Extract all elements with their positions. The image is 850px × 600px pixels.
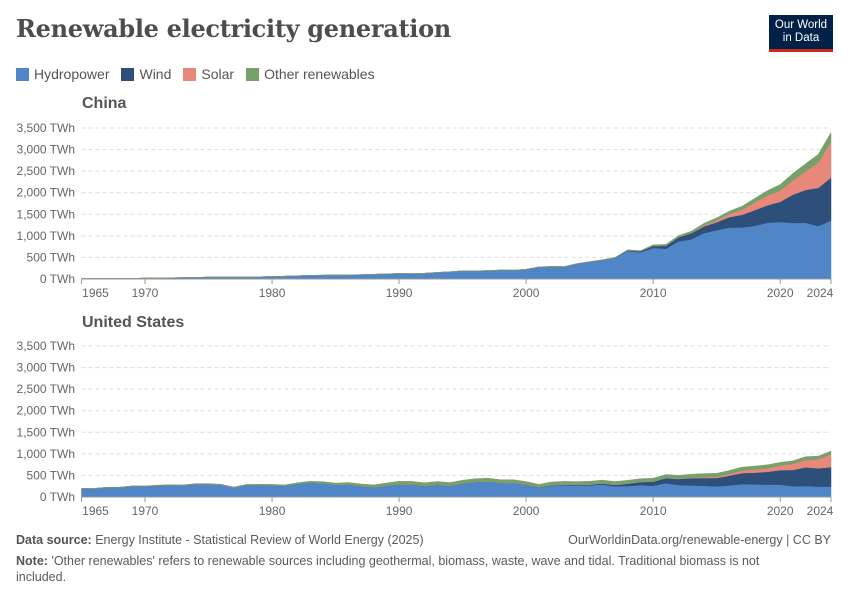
area-other-renewables[interactable] [81,131,832,279]
x-tick-label: 1965 [82,286,109,300]
panel-title-china: China [82,95,127,112]
owid-logo[interactable]: Our World in Data [769,15,833,52]
legend-swatch [246,67,260,81]
area-other-renewables[interactable] [81,450,832,489]
y-tick-label: 500 TWh [27,250,75,264]
source-text: Energy Institute - Statistical Review of… [95,533,424,547]
x-tick-label: 2024 [807,286,834,300]
y-tick-label: 3,500 TWh [17,121,75,135]
legend-swatch [121,67,135,81]
x-tick-label: 1990 [386,286,413,300]
x-tick-label: 1970 [132,504,159,518]
x-tick-label: 1980 [259,504,286,518]
y-tick-label: 1,500 TWh [17,425,75,439]
legend-item-wind[interactable]: Wind [121,66,171,82]
logo-line1: Our World [774,19,828,31]
x-tick-label: 2000 [513,286,540,300]
legend: Hydropower Wind Solar Other renewables [16,66,375,82]
y-tick-label: 1,000 TWh [17,447,75,461]
y-tick-label: 500 TWh [27,468,75,482]
x-tick-label: 2010 [640,286,667,300]
x-tick-label: 1980 [259,286,286,300]
y-tick-label: 3,000 TWh [17,361,75,375]
legend-item-solar[interactable]: Solar [183,66,234,82]
x-tick-label: 1965 [82,504,109,518]
y-tick-label: 1,500 TWh [17,207,75,221]
x-tick-label: 2020 [767,504,794,518]
legend-label: Solar [201,66,235,82]
legend-label: Hydropower [34,66,110,82]
y-tick-label: 3,500 TWh [17,339,75,353]
x-tick-label: 2024 [807,504,834,518]
legend-swatch [183,67,197,81]
legend-item-hydropower[interactable]: Hydropower [16,66,109,82]
y-tick-label: 2,000 TWh [17,404,75,418]
logo-line2: in Data [782,32,820,44]
chart-title: Renewable electricity generation [16,14,451,43]
note: Note: 'Other renewables' refers to renew… [16,553,806,585]
y-tick-label: 1,000 TWh [17,229,75,243]
legend-label: Wind [139,66,172,82]
legend-label: Other renewables [264,66,375,82]
note-label: Note: [16,554,48,568]
legend-swatch [16,67,29,81]
y-tick-label: 0 TWh [40,272,75,286]
source-label: Data source: [16,533,92,547]
y-tick-label: 2,000 TWh [17,186,75,200]
x-tick-label: 2010 [640,504,667,518]
source-url[interactable]: OurWorldinData.org/renewable-energy | CC… [568,533,831,547]
x-tick-label: 2000 [513,504,540,518]
y-tick-label: 2,500 TWh [17,164,75,178]
y-tick-label: 2,500 TWh [17,382,75,396]
legend-item-other[interactable]: Other renewables [246,66,375,82]
note-text: 'Other renewables' refers to renewable s… [16,554,760,584]
y-tick-label: 0 TWh [40,490,75,504]
panel-title-us: United States [82,314,185,331]
x-tick-label: 1990 [386,504,413,518]
y-tick-label: 3,000 TWh [17,143,75,157]
x-tick-label: 2020 [767,286,794,300]
x-tick-label: 1970 [132,286,159,300]
data-source: Data source: Energy Institute - Statisti… [16,533,424,547]
